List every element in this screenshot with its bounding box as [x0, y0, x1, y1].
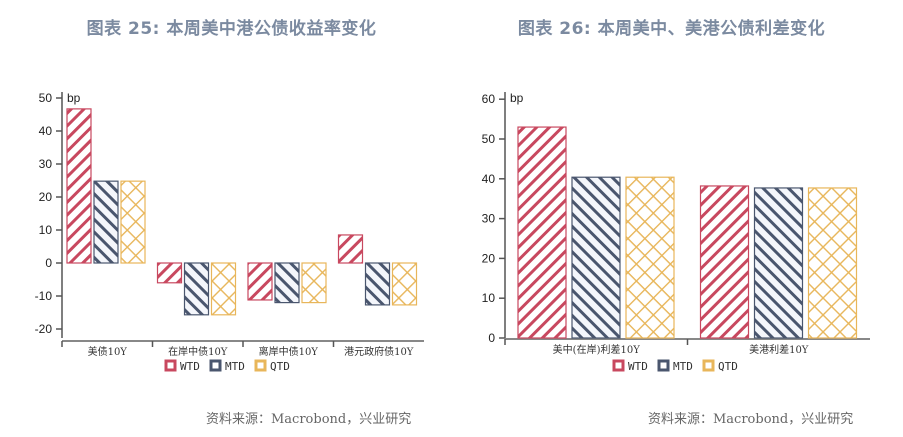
y-tick-label: 10 — [482, 291, 496, 305]
right-bar-chart: 60 50 40 30 20 10 0 bp 美中(在岸)利差10Y 美港利差10Y WTD MTD Q… — [482, 91, 870, 373]
bar-mtd — [274, 262, 300, 304]
legend-label-qtd: QTD — [270, 360, 290, 373]
y-tick-label: 10 — [39, 223, 53, 237]
y-tick-label: 20 — [39, 190, 53, 204]
legend-label-mtd: MTD — [673, 360, 693, 373]
bar-qtd — [120, 180, 146, 264]
category-label: 离岸中债10Y — [259, 345, 319, 358]
legend-label-wtd: WTD — [180, 360, 200, 373]
bar-wtd — [247, 262, 273, 301]
legend-swatch-mtd — [209, 359, 222, 372]
y-tick-label: 30 — [482, 212, 496, 226]
left-source-note: 资料来源：Macrobond，兴业研究 — [206, 412, 412, 427]
bar-qtd — [210, 262, 237, 316]
left-chart-title: 图表 25: 本周美中港公债收益率变化 — [86, 19, 377, 39]
legend-swatch-qtd — [254, 359, 267, 372]
y-tick-label: 40 — [39, 124, 53, 138]
y-tick-label: 0 — [488, 331, 495, 345]
bar-wtd — [337, 234, 364, 264]
y-tick-label: 20 — [482, 251, 496, 265]
y-tick-label: 50 — [39, 91, 53, 105]
y-tick-label: 30 — [39, 157, 53, 171]
category-label: 美中(在岸)利差10Y — [553, 343, 641, 356]
legend-swatch-mtd — [657, 359, 670, 372]
bar-wtd — [699, 185, 750, 339]
y-tick-label: 60 — [482, 92, 496, 106]
left-bar-chart: 50 40 30 20 10 0 -10 -20 bp 美债10Y 在岸中债10Y 离岸中债10Y 港元… — [35, 91, 424, 373]
bar-mtd — [571, 176, 621, 339]
category-label: 美港利差10Y — [749, 343, 809, 356]
unit-label: bp — [510, 91, 524, 105]
bar-qtd — [807, 187, 858, 339]
bar-qtd — [301, 262, 327, 304]
bar-wtd — [517, 126, 567, 339]
y-tick-label: -10 — [35, 289, 53, 303]
unit-label: bp — [67, 91, 81, 105]
legend-swatch-qtd — [702, 359, 715, 372]
category-label: 港元政府债10Y — [344, 345, 414, 358]
y-tick-label: 50 — [482, 132, 496, 146]
category-label: 在岸中债10Y — [168, 345, 228, 358]
bar-mtd — [183, 262, 210, 316]
legend-label-qtd: QTD — [718, 360, 738, 373]
y-tick-label: 0 — [45, 256, 52, 270]
right-chart-title: 图表 26: 本周美中、美港公债利差变化 — [517, 19, 826, 39]
right-source-note: 资料来源：Macrobond，兴业研究 — [648, 412, 854, 427]
legend-label-mtd: MTD — [225, 360, 245, 373]
legend-swatch-wtd — [164, 359, 177, 372]
bar-mtd — [93, 180, 119, 264]
bar-wtd — [66, 108, 92, 264]
bar-mtd — [364, 262, 391, 306]
bar-qtd — [625, 176, 675, 339]
bar-qtd — [391, 262, 418, 306]
bar-wtd — [156, 262, 183, 284]
y-tick-label: 40 — [482, 172, 496, 186]
legend-label-wtd: WTD — [628, 360, 648, 373]
y-tick-label: -20 — [35, 322, 53, 336]
bar-mtd — [753, 187, 804, 339]
legend-swatch-wtd — [612, 359, 625, 372]
category-label: 美债10Y — [88, 345, 128, 358]
